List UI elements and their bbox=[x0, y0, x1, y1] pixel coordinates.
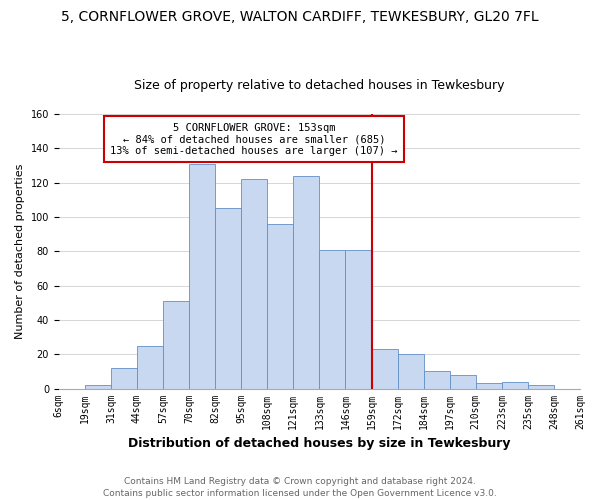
Text: 5 CORNFLOWER GROVE: 153sqm
← 84% of detached houses are smaller (685)
13% of sem: 5 CORNFLOWER GROVE: 153sqm ← 84% of deta… bbox=[110, 122, 398, 156]
Bar bbox=[189, 164, 215, 388]
Bar bbox=[319, 250, 346, 388]
Bar bbox=[163, 301, 189, 388]
Bar bbox=[215, 208, 241, 388]
X-axis label: Distribution of detached houses by size in Tewkesbury: Distribution of detached houses by size … bbox=[128, 437, 511, 450]
Bar bbox=[502, 382, 528, 388]
Bar bbox=[424, 372, 449, 388]
Bar bbox=[371, 349, 398, 389]
Bar bbox=[293, 176, 319, 388]
Bar bbox=[85, 385, 111, 388]
Bar bbox=[449, 375, 476, 388]
Bar bbox=[528, 385, 554, 388]
Title: Size of property relative to detached houses in Tewkesbury: Size of property relative to detached ho… bbox=[134, 79, 505, 92]
Bar bbox=[476, 384, 502, 388]
Y-axis label: Number of detached properties: Number of detached properties bbox=[15, 164, 25, 339]
Text: Contains HM Land Registry data © Crown copyright and database right 2024.
Contai: Contains HM Land Registry data © Crown c… bbox=[103, 476, 497, 498]
Text: 5, CORNFLOWER GROVE, WALTON CARDIFF, TEWKESBURY, GL20 7FL: 5, CORNFLOWER GROVE, WALTON CARDIFF, TEW… bbox=[61, 10, 539, 24]
Bar bbox=[346, 250, 371, 388]
Bar bbox=[398, 354, 424, 388]
Bar bbox=[241, 179, 267, 388]
Bar bbox=[137, 346, 163, 389]
Bar bbox=[267, 224, 293, 388]
Bar bbox=[111, 368, 137, 388]
